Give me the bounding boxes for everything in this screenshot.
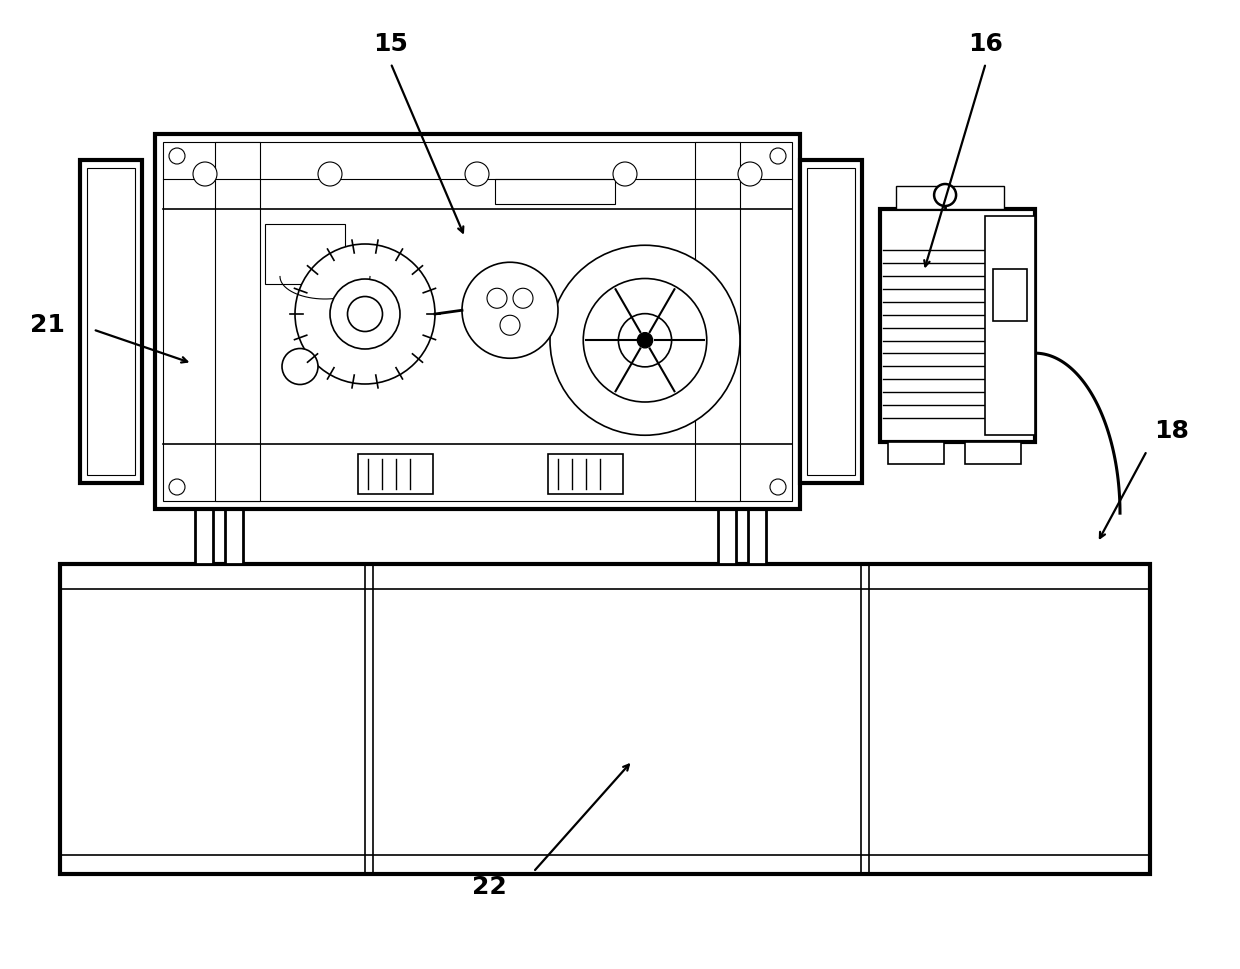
Bar [694, 142, 740, 501]
Circle shape [613, 162, 637, 186]
Circle shape [193, 162, 217, 186]
Bar [807, 169, 856, 475]
Bar [60, 564, 1149, 874]
Text: 22: 22 [472, 875, 507, 898]
Bar [888, 442, 944, 463]
Bar [748, 509, 766, 564]
Bar [880, 209, 1035, 442]
Circle shape [500, 315, 520, 335]
Bar [162, 142, 792, 501]
Circle shape [347, 297, 382, 331]
Circle shape [738, 162, 763, 186]
Bar [155, 134, 800, 509]
Circle shape [770, 148, 786, 164]
Bar [548, 454, 622, 494]
Circle shape [281, 349, 317, 385]
Text: 15: 15 [373, 32, 408, 55]
Bar [495, 179, 615, 204]
Circle shape [463, 263, 558, 359]
Circle shape [637, 332, 652, 348]
Bar [81, 160, 143, 483]
Circle shape [169, 148, 185, 164]
Circle shape [551, 245, 740, 435]
Text: 21: 21 [30, 313, 64, 336]
Bar [195, 509, 213, 564]
Text: 16: 16 [968, 32, 1003, 55]
Bar [718, 509, 737, 564]
Circle shape [487, 288, 507, 308]
Bar [265, 224, 345, 284]
Bar [224, 509, 243, 564]
Bar [358, 454, 433, 494]
Bar [215, 142, 260, 501]
Circle shape [770, 479, 786, 495]
Bar [965, 442, 1021, 463]
Circle shape [317, 162, 342, 186]
Bar [895, 186, 1004, 209]
Circle shape [583, 278, 707, 402]
Text: 18: 18 [1154, 420, 1189, 443]
Circle shape [619, 314, 672, 367]
Bar [986, 216, 1035, 434]
Bar [87, 169, 135, 475]
Circle shape [295, 244, 435, 384]
Bar [800, 160, 862, 483]
Circle shape [934, 184, 956, 206]
Bar [993, 269, 1027, 321]
Circle shape [330, 279, 401, 349]
Circle shape [465, 162, 489, 186]
Circle shape [169, 479, 185, 495]
Circle shape [513, 288, 533, 308]
